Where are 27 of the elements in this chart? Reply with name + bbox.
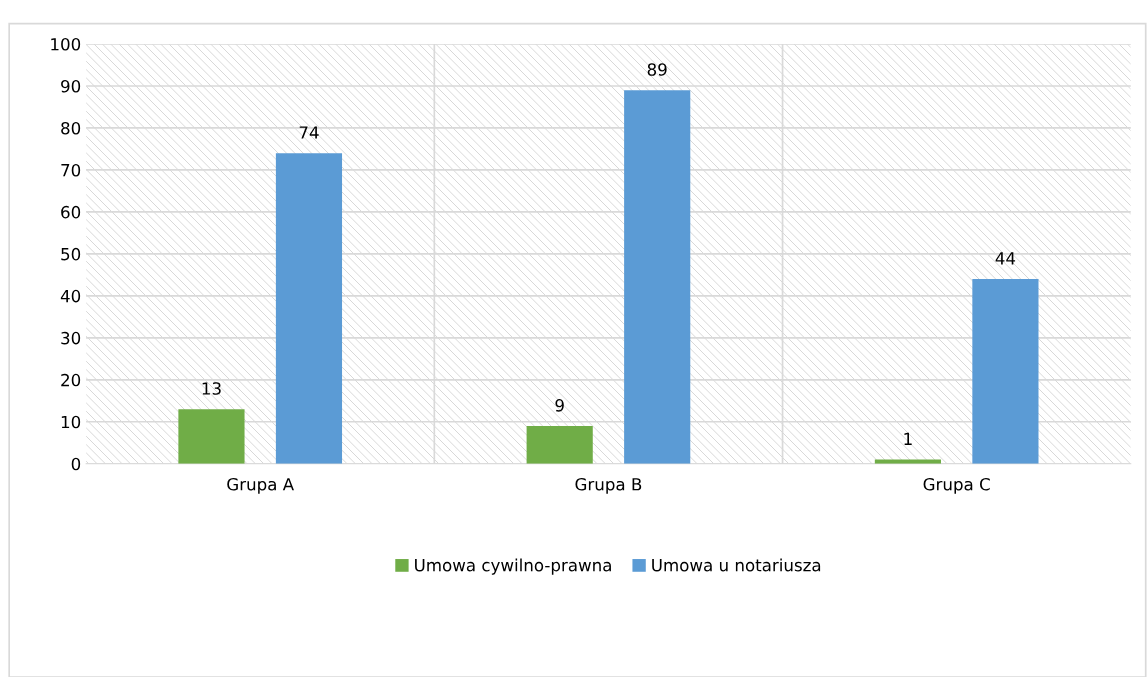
y-tick-label: 10 (61, 415, 81, 429)
x-tick-label: Grupa A (227, 477, 294, 494)
data-label: 9 (555, 399, 564, 412)
bar (178, 409, 245, 464)
data-label: 89 (647, 63, 667, 76)
y-tick-label: 40 (60, 289, 81, 303)
bar (972, 279, 1039, 464)
legend-label: Umowa cywilno-prawna (415, 558, 611, 575)
x-tick-label: Grupa B (575, 477, 642, 494)
legend-label: Umowa u notariusza (652, 558, 821, 572)
bar (275, 153, 343, 464)
y-tick-label: 50 (61, 247, 81, 261)
y-tick-label: 100 (51, 37, 81, 51)
y-tick-label: 70 (61, 163, 81, 177)
y-tick-label: 0 (71, 457, 81, 471)
y-tick-label: 90 (61, 79, 81, 93)
data-label: 44 (995, 252, 1016, 265)
y-tick-label: 80 (61, 121, 81, 135)
y-tick-label: 60 (61, 205, 81, 219)
y-tick-label: 20 (61, 373, 81, 387)
data-label: 1 (904, 432, 912, 445)
data-label: 13 (202, 382, 221, 395)
bar (624, 90, 691, 464)
data-label: 74 (299, 126, 319, 139)
x-tick-label: Grupa C (923, 477, 990, 494)
bar (526, 425, 593, 464)
y-tick-label: 30 (61, 331, 81, 345)
